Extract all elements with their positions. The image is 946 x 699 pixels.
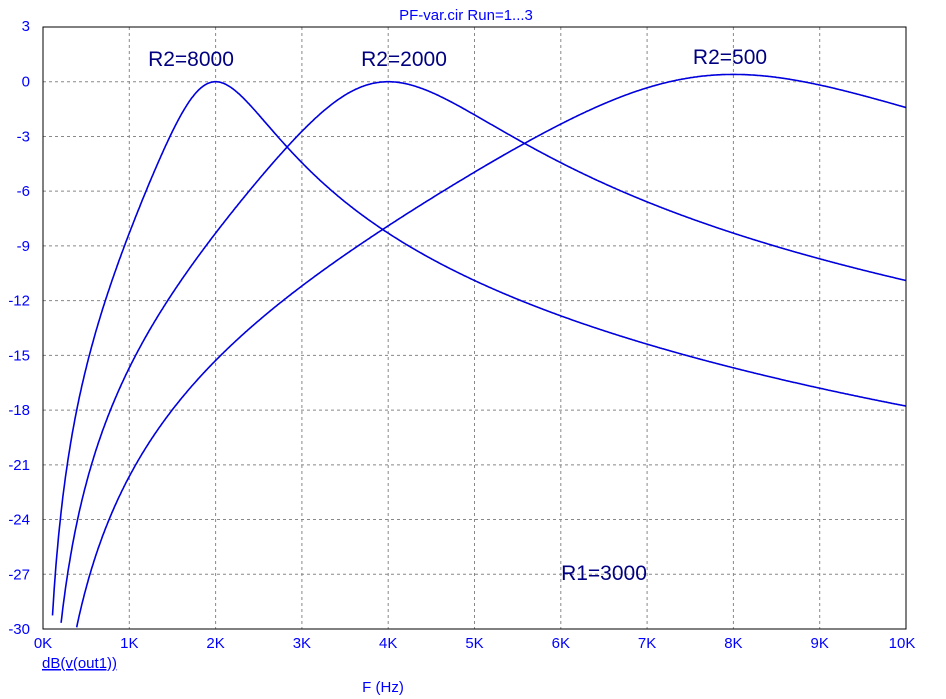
y-tick-label: -3 (17, 128, 30, 145)
y-axis-label[interactable]: dB(v(out1)) (42, 655, 117, 672)
y-tick-label: -9 (17, 238, 30, 255)
y-tick-label: -6 (17, 183, 30, 200)
x-tick-label: 7K (638, 635, 656, 652)
annotations: R2=8000 R2=2000 R2=500 R1=3000 (148, 46, 767, 585)
x-tick-label: 0K (34, 635, 52, 652)
y-tick-label: -18 (8, 402, 30, 419)
x-axis-ticks: 0K 1K 2K 3K 4K 5K 6K 7K 8K 9K 10K (34, 635, 916, 652)
grid (43, 27, 906, 629)
x-tick-label: 6K (552, 635, 570, 652)
series-line-r2-500 (75, 73, 907, 628)
plot-frame (42, 26, 907, 630)
annotation-label: R2=8000 (148, 48, 234, 71)
series-line-r2-8000 (51, 80, 907, 616)
annotation-label: R2=2000 (361, 48, 447, 71)
x-axis-label: F (Hz) (362, 679, 404, 696)
x-tick-label: 3K (293, 635, 311, 652)
x-tick-label: 9K (811, 635, 829, 652)
y-tick-label: -27 (8, 566, 30, 583)
y-tick-label: -21 (8, 457, 30, 474)
x-tick-label: 1K (120, 635, 138, 652)
series-line-r2-2000 (60, 80, 907, 623)
x-tick-label: 5K (465, 635, 483, 652)
plot-area (51, 73, 907, 628)
y-tick-label: -15 (8, 347, 30, 364)
chart-title: PF-var.cir Run=1...3 (399, 7, 533, 24)
x-tick-label: 10K (889, 635, 916, 652)
annotation-label: R2=500 (693, 46, 767, 69)
annotation-label: R1=3000 (561, 562, 647, 585)
y-tick-label: -30 (8, 621, 30, 638)
x-tick-label: 8K (724, 635, 742, 652)
x-tick-label: 2K (206, 635, 224, 652)
y-tick-label: -12 (8, 293, 30, 310)
x-tick-label: 4K (379, 635, 397, 652)
y-axis-ticks: 3 0 -3 -6 -9 -12 -15 -18 -21 -24 -27 -30 (8, 18, 30, 638)
y-tick-label: -24 (8, 512, 30, 529)
y-tick-label: 3 (22, 18, 30, 35)
y-tick-label: 0 (22, 74, 30, 91)
